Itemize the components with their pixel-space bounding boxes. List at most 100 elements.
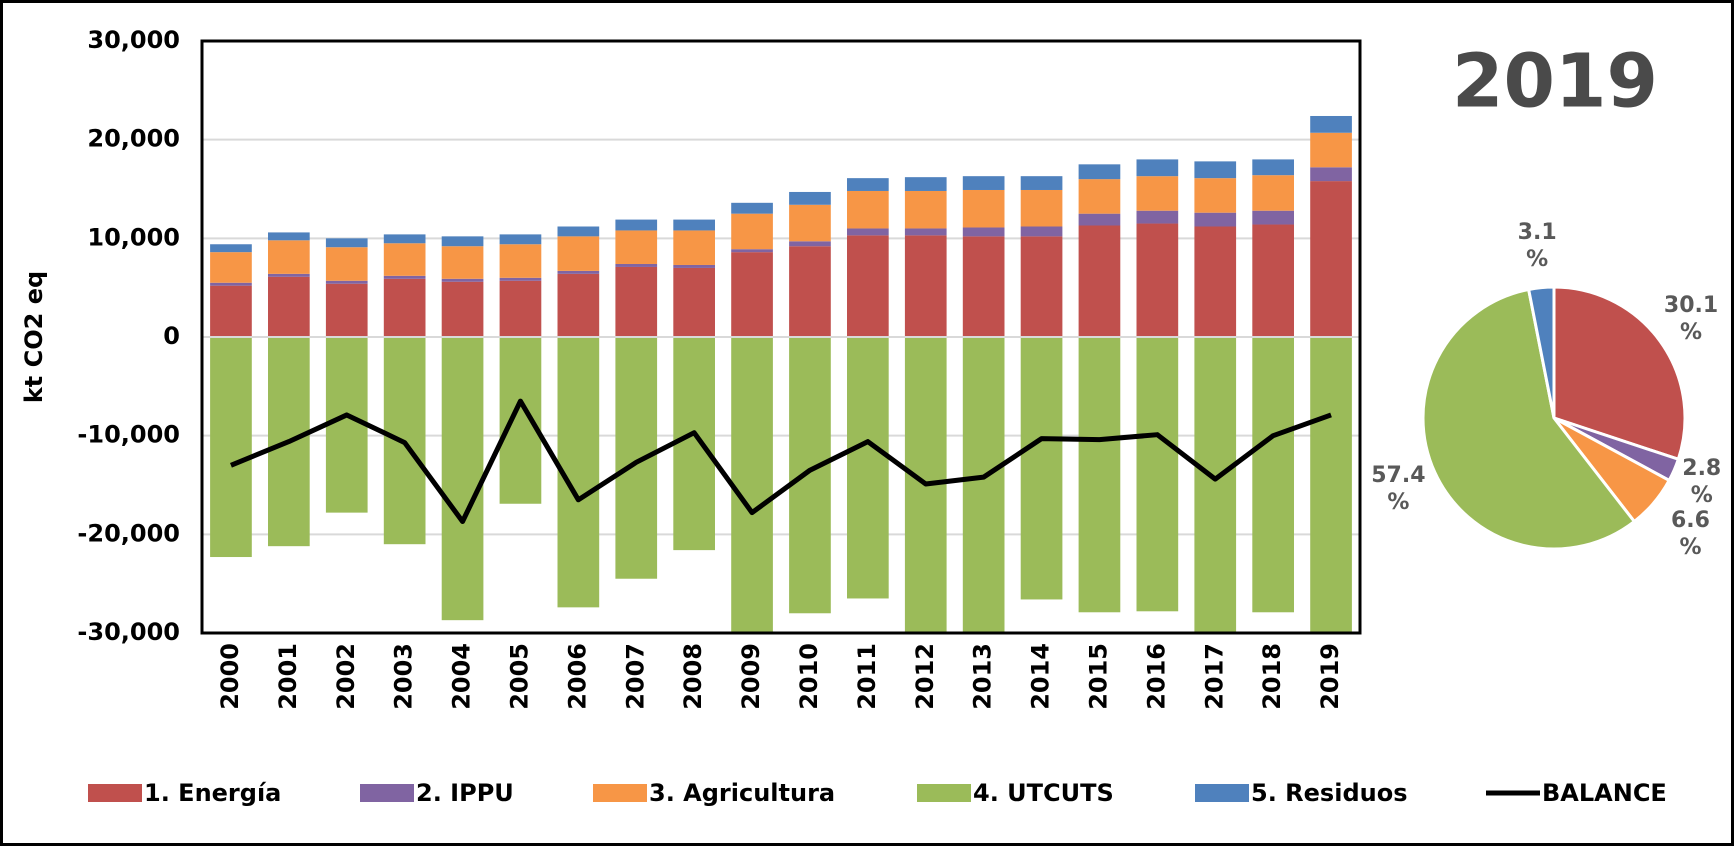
bar [731, 213, 773, 250]
bar [1020, 226, 1063, 237]
bar [673, 219, 715, 231]
bar [557, 236, 600, 271]
bar [1136, 210, 1179, 224]
x-tick-label: 2008 [679, 643, 707, 710]
x-tick-label: 2014 [1027, 643, 1055, 710]
legend-swatch [360, 784, 414, 802]
bar [673, 267, 715, 337]
bar [210, 285, 252, 337]
bar [383, 234, 426, 244]
bar [615, 230, 658, 264]
bar [383, 243, 426, 276]
bar [615, 219, 658, 231]
pie-slice [1526, 285, 1556, 419]
bar [847, 337, 889, 599]
legend-swatch [593, 784, 647, 802]
bar [1078, 179, 1121, 214]
bar [847, 235, 889, 337]
bar [904, 190, 947, 229]
bar [904, 177, 947, 191]
x-tick-label: 2002 [332, 643, 360, 710]
balance-line [230, 398, 1332, 525]
bar [1252, 210, 1294, 225]
legend-label: 2. IPPU [416, 779, 514, 807]
x-tick-label: 2015 [1084, 643, 1112, 710]
bar [1194, 161, 1237, 179]
bar [1310, 115, 1352, 133]
x-tick-label: 2000 [216, 643, 244, 710]
bar [1078, 337, 1121, 613]
bar [1078, 213, 1121, 226]
bar [1020, 236, 1063, 337]
bar [325, 337, 368, 513]
bar [847, 178, 889, 191]
x-tick-label: 2010 [795, 643, 823, 710]
bar [1078, 164, 1121, 180]
pie-label: 2.8% [1682, 456, 1721, 508]
bar [210, 244, 252, 253]
bar [1194, 212, 1237, 227]
bar [1252, 224, 1294, 337]
bar [1310, 167, 1352, 182]
bars [210, 115, 1352, 633]
y-tick-label: 0 [163, 322, 180, 350]
bar [268, 276, 310, 337]
legend-swatch [88, 784, 142, 802]
bar [615, 266, 658, 337]
bar [1194, 337, 1237, 633]
bar [1194, 178, 1237, 213]
bar [1310, 337, 1352, 633]
bar [847, 190, 889, 229]
y-tick-label: -20,000 [77, 519, 180, 547]
bar [383, 278, 426, 337]
x-tick-label: 2009 [737, 643, 765, 710]
bar [325, 280, 368, 284]
bar [557, 226, 600, 237]
y-tick-label: 30,000 [87, 26, 180, 54]
x-tick-label: 2013 [969, 643, 997, 710]
bar [441, 281, 484, 337]
bar [789, 337, 831, 614]
legend-label: 1. Energía [144, 779, 281, 807]
legend-swatch [917, 784, 971, 802]
bar [673, 230, 715, 265]
bar [1252, 159, 1294, 176]
y-tick-label: -10,000 [77, 421, 180, 449]
x-tick-label: 2007 [621, 643, 649, 710]
bar [268, 240, 310, 274]
bar [847, 228, 889, 236]
legend-label: 4. UTCUTS [973, 779, 1114, 807]
legend-swatch [1195, 784, 1249, 802]
bar [904, 228, 947, 236]
bar [962, 189, 1005, 228]
legend-label: 5. Residuos [1251, 779, 1407, 807]
bar [673, 337, 715, 551]
bar [1136, 159, 1179, 177]
bar [383, 275, 426, 279]
x-tick-label: 2003 [390, 643, 418, 710]
bar [1252, 175, 1294, 211]
pie-label: 30.1% [1664, 293, 1718, 345]
bar [615, 263, 658, 267]
bar [789, 204, 831, 242]
y-tick-label: -30,000 [77, 618, 180, 646]
bar [1020, 189, 1063, 227]
bar [731, 249, 773, 253]
pie-slice [1552, 285, 1687, 462]
bar [789, 191, 831, 205]
bar [615, 337, 658, 579]
bar [1194, 226, 1237, 337]
bar [441, 246, 484, 279]
y-axis-label: kt CO2 eq [20, 271, 48, 403]
bar [1078, 225, 1121, 337]
bar [731, 202, 773, 214]
pie-title: 2019 [1452, 39, 1658, 125]
x-tick-label: 2001 [274, 643, 302, 710]
pie-slice [1421, 287, 1637, 551]
bar [325, 247, 368, 281]
y-tick-label: 10,000 [87, 223, 180, 251]
bar [268, 273, 310, 277]
plot-border [200, 39, 1362, 635]
x-tick-label: 2017 [1200, 643, 1228, 710]
x-tick-label: 2019 [1316, 643, 1344, 710]
